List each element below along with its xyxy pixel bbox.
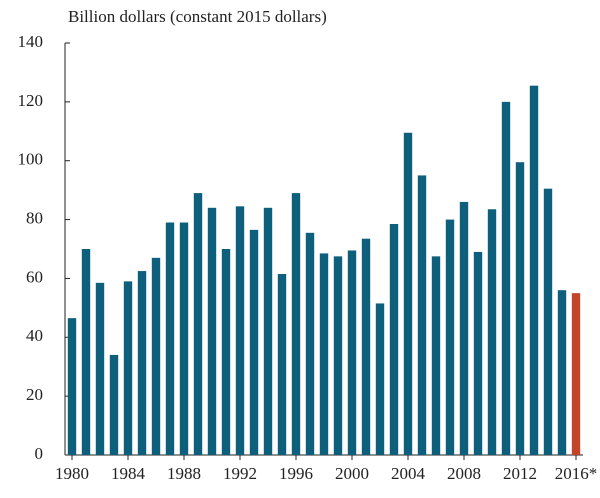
bar [389, 223, 399, 455]
y-tick-label: 80 [26, 208, 43, 227]
bar [235, 206, 245, 455]
bar [487, 209, 497, 455]
bar [81, 249, 91, 455]
bar [319, 253, 329, 455]
bar [431, 256, 441, 455]
bar [459, 201, 469, 455]
bar [333, 256, 343, 455]
bar [347, 250, 357, 455]
bar [193, 193, 203, 456]
bar [179, 222, 189, 455]
x-tick-label: 1980 [55, 464, 89, 483]
bar [249, 229, 259, 455]
bar [277, 274, 287, 455]
y-tick-label: 140 [18, 32, 44, 51]
x-tick-label: 1984 [111, 464, 146, 483]
x-tick-label: 2004 [391, 464, 426, 483]
bar [291, 193, 301, 456]
bar [529, 85, 539, 456]
bar [95, 282, 105, 455]
y-tick-label: 40 [26, 326, 43, 345]
bar [515, 162, 525, 455]
x-tick-label: 2000 [335, 464, 369, 483]
bar [109, 354, 119, 455]
y-tick-label: 20 [26, 385, 43, 404]
bar [557, 290, 567, 455]
y-tick-label: 0 [35, 444, 44, 463]
x-tick-label: 1988 [167, 464, 201, 483]
x-tick-label: 2008 [447, 464, 481, 483]
x-tick-label: 2016* [555, 464, 598, 483]
y-tick-label: 60 [26, 267, 43, 286]
bar [165, 222, 175, 455]
bar [263, 207, 273, 455]
bar [571, 293, 581, 455]
bar [473, 251, 483, 455]
y-tick-label: 120 [18, 91, 44, 110]
bar [501, 101, 511, 455]
bar [67, 318, 77, 455]
bar [445, 219, 455, 455]
chart-title: Billion dollars (constant 2015 dollars) [68, 7, 327, 26]
bar [361, 238, 371, 455]
bar [305, 232, 315, 455]
bar [137, 271, 147, 455]
bar [543, 188, 553, 455]
x-tick-label: 2012 [503, 464, 537, 483]
bar [375, 303, 385, 455]
bar [123, 281, 133, 455]
bar [207, 207, 217, 455]
bar [403, 132, 413, 455]
bar [417, 175, 427, 455]
bar [151, 257, 161, 455]
x-tick-label: 1996 [279, 464, 313, 483]
bar [221, 249, 231, 455]
y-tick-label: 100 [18, 150, 44, 169]
x-tick-label: 1992 [223, 464, 257, 483]
